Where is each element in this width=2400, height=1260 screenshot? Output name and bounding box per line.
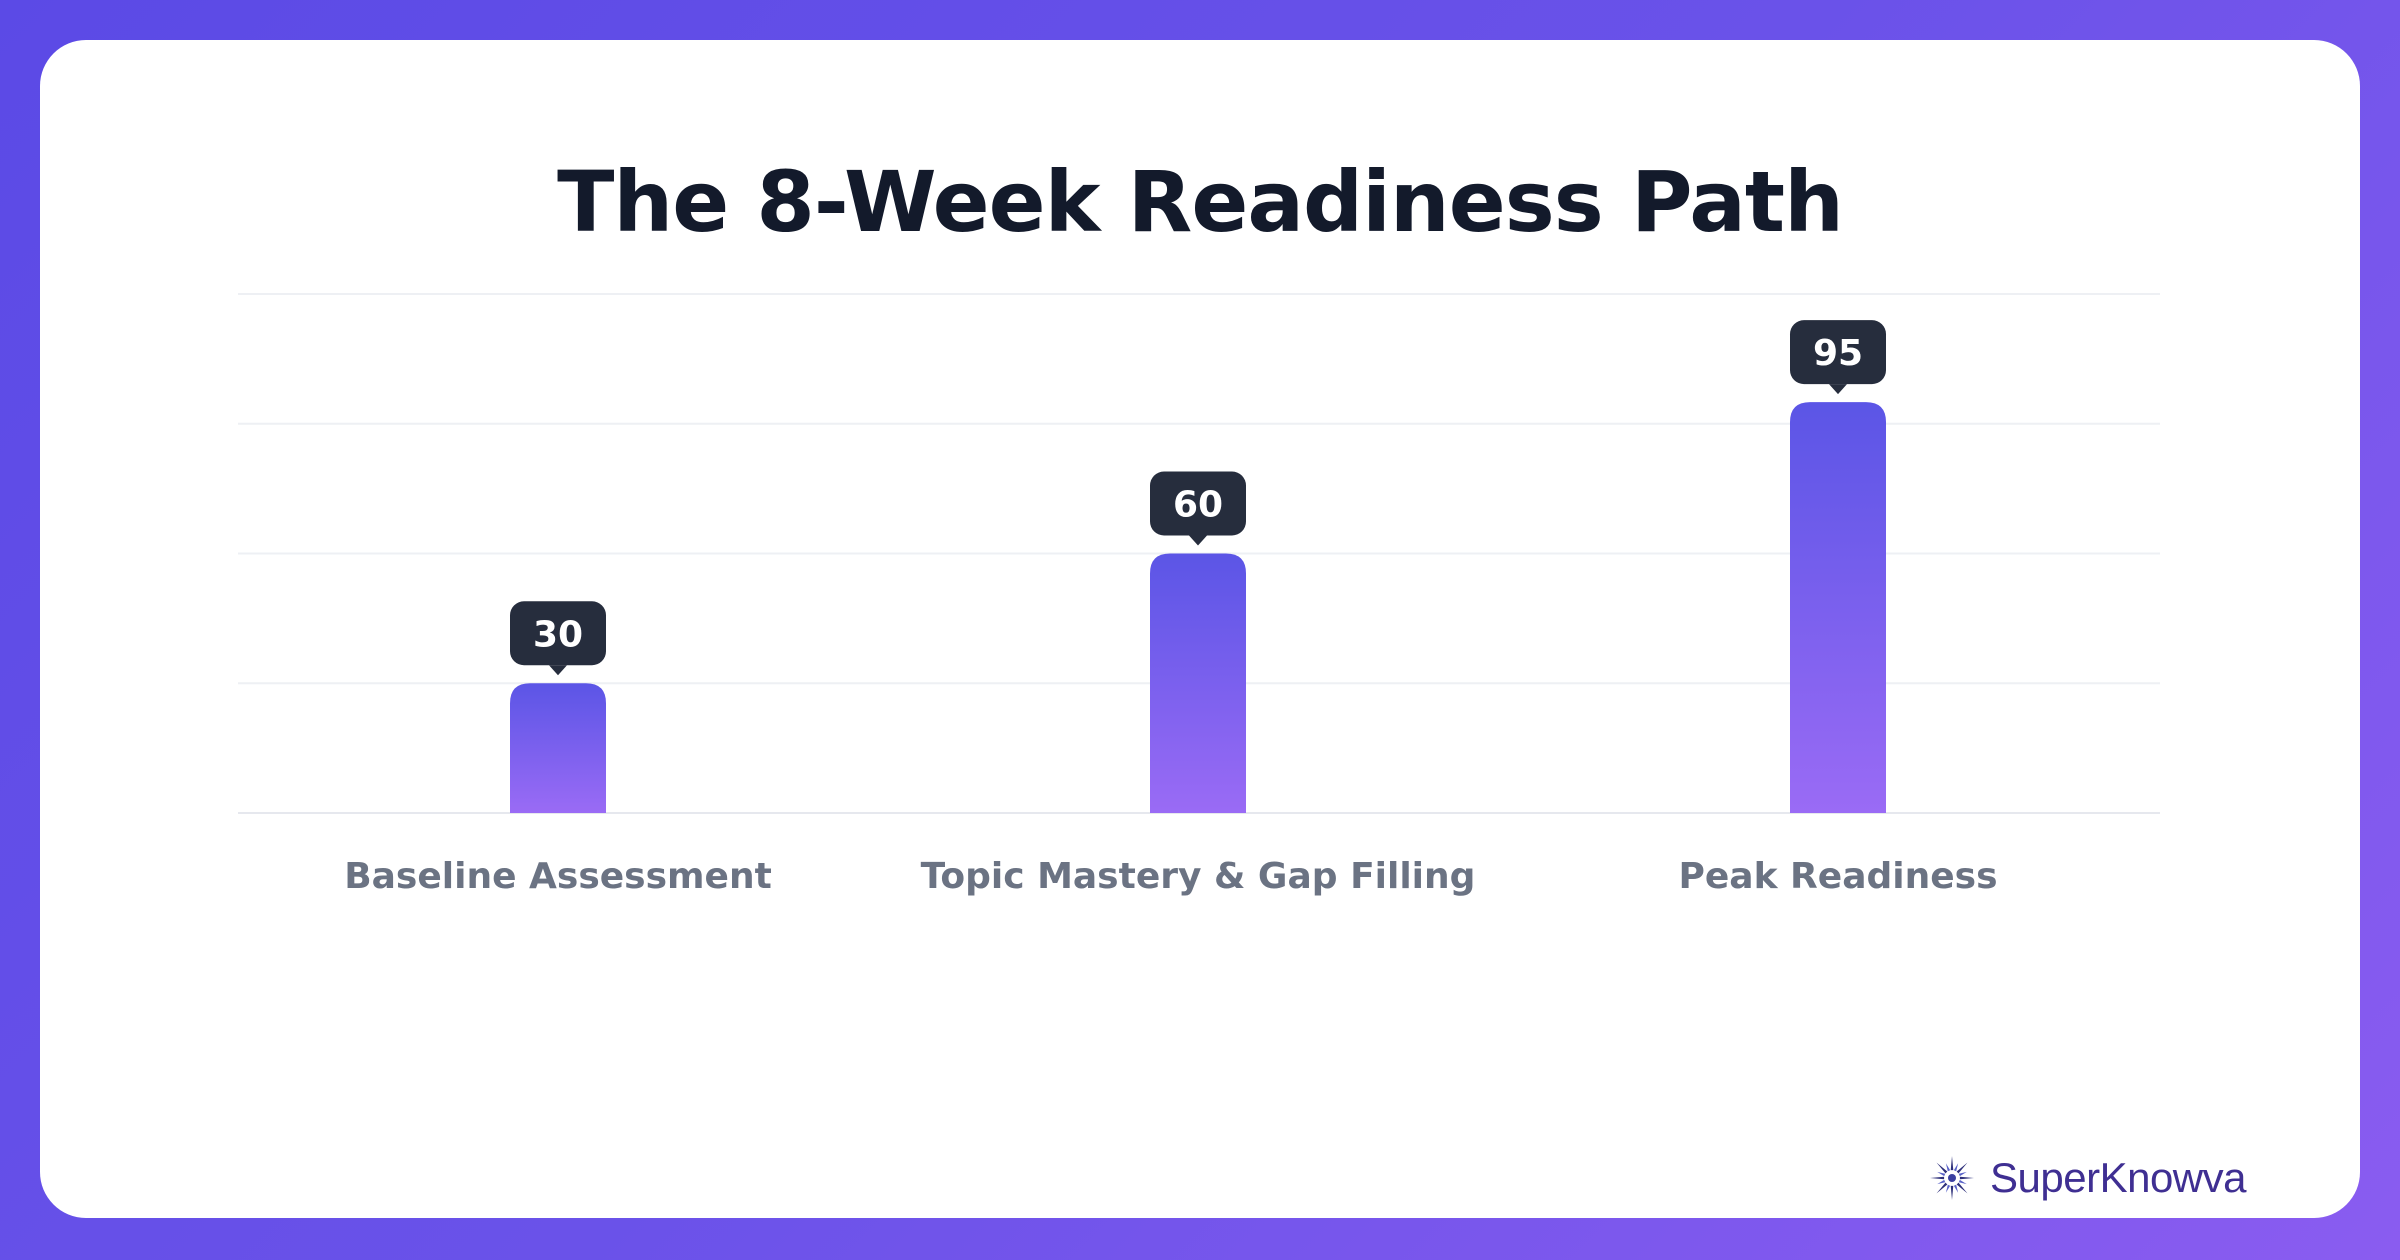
- category-label: Baseline Assessment: [344, 856, 772, 897]
- bars: 30 Baseline Assessment 60 Topic Mastery & G…: [344, 320, 1998, 897]
- category-label: Peak Readiness: [1678, 856, 1997, 897]
- value-label: 95: [1813, 333, 1863, 374]
- bar: [510, 683, 606, 813]
- value-label-pointer: [1189, 535, 1207, 546]
- value-label-bubble: [1790, 320, 1886, 385]
- brand-name: SuperKnowva: [1990, 1154, 2247, 1201]
- value-label: 60: [1173, 485, 1223, 526]
- brand: SuperKnowva: [1928, 1148, 2247, 1208]
- value-label-bubble: [510, 601, 606, 666]
- value-label-pointer: [549, 665, 567, 676]
- value-label-bubble: [1150, 471, 1246, 536]
- bar: [1150, 553, 1246, 813]
- value-label-pointer: [1829, 384, 1847, 395]
- starburst-logo-icon: [1930, 1156, 1974, 1200]
- category-label: Topic Mastery & Gap Filling: [921, 856, 1476, 897]
- bar: [1790, 402, 1886, 813]
- chart-title: The 8-Week Readiness Path: [557, 153, 1844, 251]
- value-label: 30: [533, 614, 583, 655]
